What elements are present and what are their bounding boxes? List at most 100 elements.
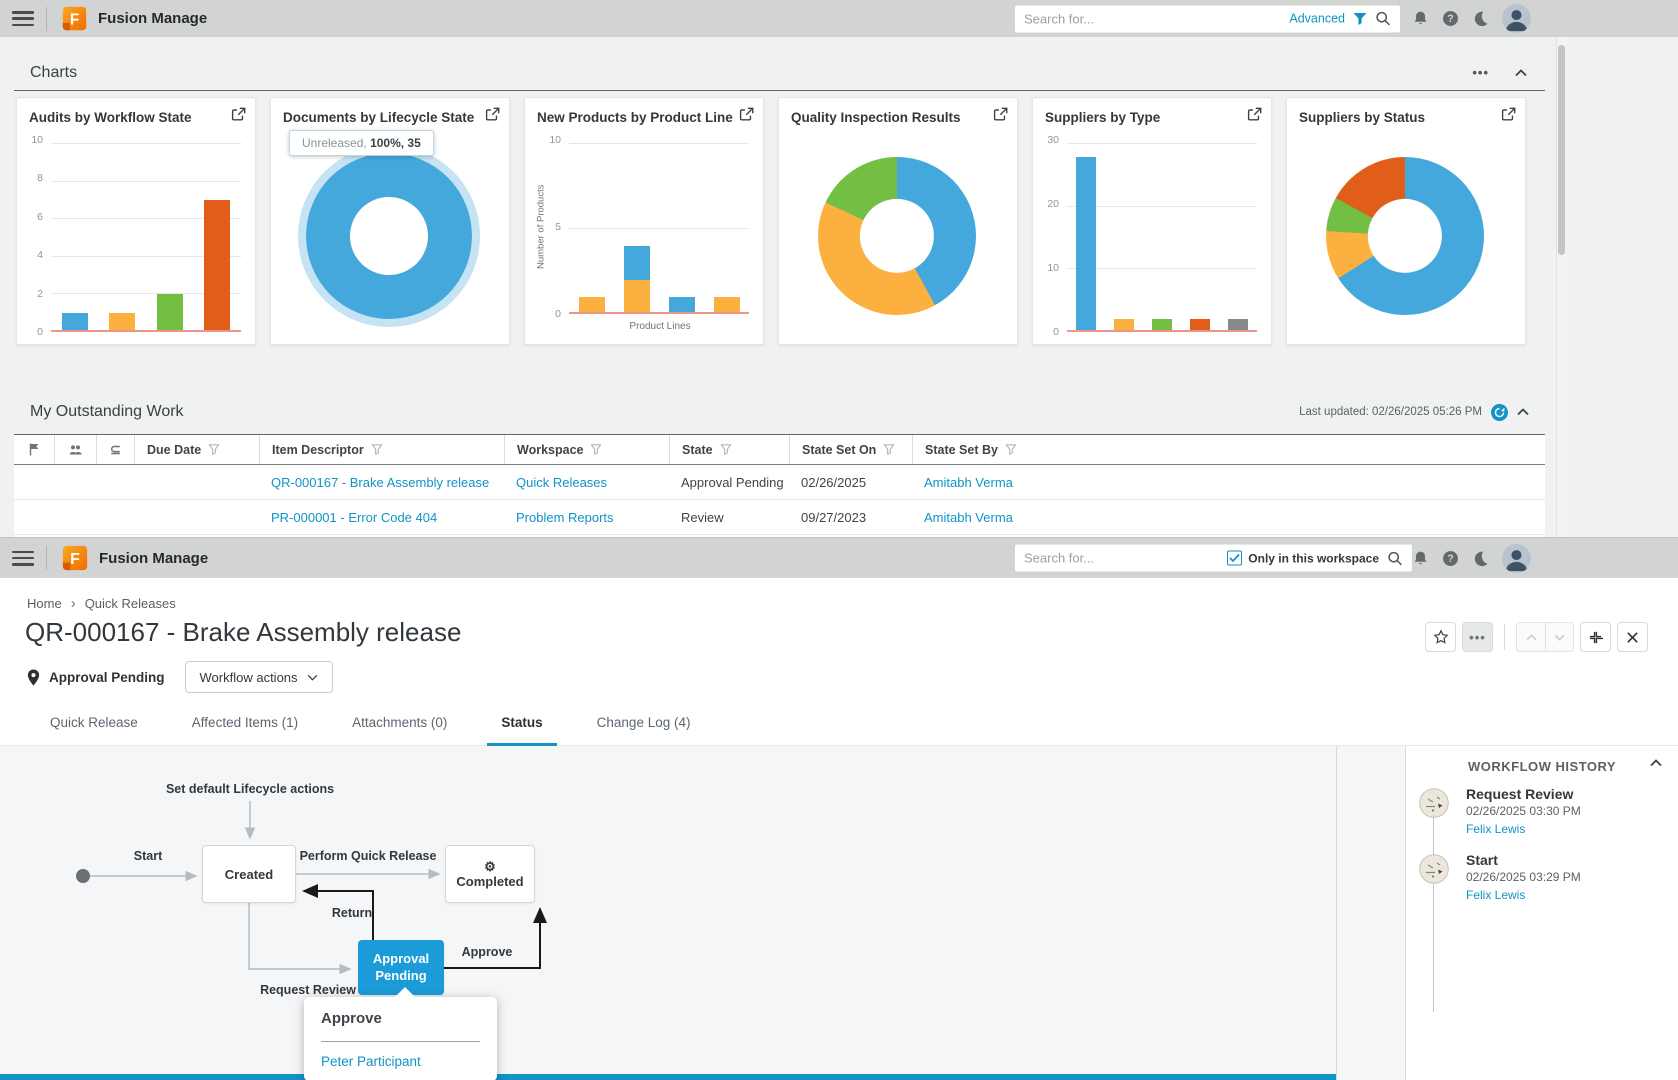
node-completed-label: Completed (456, 873, 524, 889)
search-input[interactable] (1024, 550, 1220, 566)
breadcrumb-home[interactable]: Home (27, 596, 62, 611)
bar-segment[interactable] (204, 200, 231, 332)
bar-segment[interactable] (1228, 319, 1248, 332)
notifications-icon[interactable] (1412, 10, 1429, 27)
prev-next-group (1516, 622, 1574, 652)
search-icon[interactable] (1387, 550, 1403, 566)
column-header-state-set-on[interactable]: State Set On (802, 442, 877, 457)
workflow-history-panel: WORKFLOW HISTORY Request Review 02/26/202… (1405, 746, 1678, 1080)
menu-icon[interactable] (12, 11, 34, 26)
tab-attachments-0[interactable]: Attachments (0) (352, 714, 448, 730)
search-icon[interactable] (1375, 11, 1391, 27)
tab-status[interactable]: Status (487, 701, 557, 746)
filter-icon[interactable] (1353, 12, 1367, 25)
bar-segment[interactable] (668, 297, 695, 314)
charts-more-icon[interactable]: ••• (1472, 65, 1489, 80)
item-descriptor-link[interactable]: QR-000167 - Brake Assembly release (271, 474, 490, 490)
flag-column-icon[interactable] (14, 435, 54, 464)
bar-segment[interactable] (1190, 319, 1210, 332)
y-tick-label: 0 (1053, 326, 1059, 338)
notifications-icon[interactable] (1412, 550, 1429, 567)
filter-icon[interactable] (883, 444, 895, 455)
history-timeline (1433, 816, 1434, 1012)
node-created[interactable]: Created (202, 845, 296, 903)
history-user-link[interactable]: Felix Lewis (1466, 888, 1526, 902)
open-chart-icon[interactable] (231, 107, 246, 127)
user-avatar[interactable] (1502, 4, 1531, 33)
filter-icon[interactable] (719, 444, 732, 455)
y-tick-label: 8 (37, 172, 43, 185)
history-collapse-icon[interactable] (1650, 759, 1662, 767)
help-icon[interactable]: ? (1442, 10, 1459, 27)
node-completed[interactable]: ⚙ Completed (445, 845, 535, 903)
bar-segment[interactable] (109, 313, 136, 332)
node-created-label: Created (224, 866, 274, 882)
bar-segment[interactable] (623, 280, 650, 314)
search-input[interactable] (1024, 11, 1282, 26)
bar-segment[interactable] (623, 246, 650, 280)
scrollbar-thumb[interactable] (1558, 45, 1565, 255)
refresh-icon[interactable] (1491, 403, 1508, 421)
state-set-by-link[interactable]: Amitabh Verma (924, 509, 1013, 525)
workspace-link[interactable]: Problem Reports (516, 509, 614, 525)
team-column-icon[interactable] (54, 435, 96, 464)
help-icon[interactable]: ? (1442, 550, 1459, 567)
chart-tooltip: Unreleased, 100%, 35 (289, 130, 434, 156)
workspace-link[interactable]: Quick Releases (516, 474, 608, 490)
tab-change-log-4[interactable]: Change Log (4) (596, 714, 691, 730)
history-user-link[interactable]: Felix Lewis (1466, 822, 1526, 836)
bar-segment[interactable] (1076, 156, 1096, 332)
popup-participant-link[interactable]: Peter Participant (321, 1054, 421, 1069)
tab-affected-items-1[interactable]: Affected Items (1) (191, 714, 299, 730)
outstanding-collapse-icon[interactable] (1517, 408, 1529, 416)
bar-segment[interactable] (713, 297, 740, 314)
close-button[interactable] (1617, 622, 1648, 652)
chart-title: Audits by Workflow State (29, 110, 192, 125)
workspace-scope-checkbox[interactable] (1227, 550, 1243, 566)
state-set-by-link[interactable]: Amitabh Verma (924, 474, 1013, 490)
escalation-column-icon[interactable]: ⊆ (96, 435, 134, 464)
open-chart-icon[interactable] (1247, 107, 1262, 127)
user-avatar[interactable] (1502, 543, 1531, 573)
more-actions-button[interactable]: ••• (1462, 622, 1493, 652)
outstanding-rows: QR-000167 - Brake Assembly release Quick … (14, 465, 1545, 535)
favorite-button[interactable] (1425, 622, 1456, 652)
chart-card-suppliers-type: Suppliers by Type 0 10 20 30 (1032, 97, 1272, 345)
charts-collapse-icon[interactable] (1515, 68, 1527, 77)
bar-segment[interactable] (1152, 319, 1172, 332)
table-row: PR-000001 - Error Code 404 Problem Report… (14, 500, 1545, 535)
item-descriptor-link[interactable]: PR-000001 - Error Code 404 (271, 509, 438, 525)
donut-chart[interactable] (1326, 157, 1484, 315)
open-chart-icon[interactable] (1501, 107, 1516, 127)
filter-icon[interactable] (371, 444, 383, 455)
dark-mode-icon[interactable] (1472, 10, 1489, 27)
tab-quick-release[interactable]: Quick Release (50, 714, 138, 730)
bar-segment[interactable] (61, 313, 88, 332)
column-header-workspace[interactable]: Workspace (517, 442, 584, 457)
filter-icon[interactable] (590, 444, 603, 455)
column-header-state[interactable]: State (682, 442, 713, 457)
popup-approve-item[interactable]: Approve (321, 1010, 382, 1027)
chart-card-new-products: New Products by Product Line 0 5 10 Number … (524, 97, 764, 345)
filter-icon[interactable] (1005, 444, 1017, 455)
workflow-actions-button[interactable]: Workflow actions (184, 661, 333, 693)
bar-segment[interactable] (1114, 319, 1134, 332)
open-chart-icon[interactable] (739, 107, 754, 127)
open-chart-icon[interactable] (485, 107, 500, 127)
column-header-item-descriptor[interactable]: Item Descriptor (272, 442, 364, 457)
breadcrumb-current[interactable]: Quick Releases (84, 596, 176, 611)
dark-mode-icon[interactable] (1472, 550, 1489, 567)
next-item-button[interactable] (1545, 623, 1573, 651)
previous-item-button[interactable] (1517, 623, 1545, 651)
open-chart-icon[interactable] (993, 107, 1008, 127)
advanced-search-link[interactable]: Advanced (1289, 11, 1345, 26)
menu-icon[interactable] (12, 550, 34, 566)
filter-icon[interactable] (208, 444, 220, 455)
bar-segment[interactable] (578, 297, 605, 314)
bar-segment[interactable] (156, 294, 183, 332)
collapse-view-button[interactable] (1580, 622, 1611, 652)
donut-chart[interactable] (818, 157, 976, 315)
donut-chart[interactable] (306, 153, 472, 319)
column-header-due-date[interactable]: Due Date (147, 442, 202, 457)
column-header-state-set-by[interactable]: State Set By (925, 442, 998, 457)
